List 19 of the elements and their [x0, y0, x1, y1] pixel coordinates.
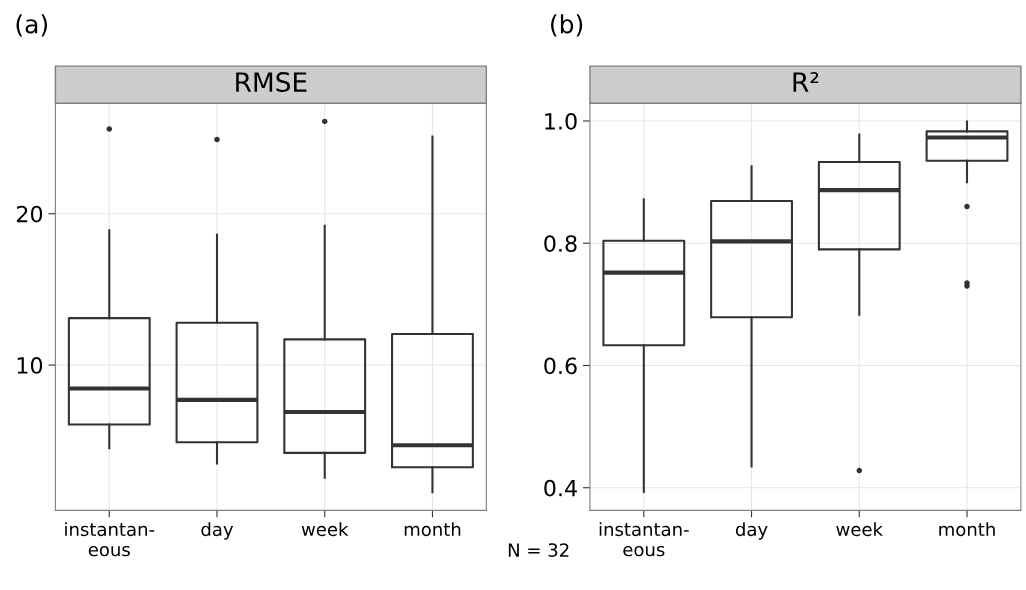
y-tick-label: 10 — [17, 357, 43, 374]
y-tick-label: 0.4 — [544, 479, 577, 497]
chart-subtitle: R² — [793, 72, 819, 92]
x-tick-label: month — [404, 522, 461, 537]
y-tick-label: 20 — [16, 205, 43, 223]
x-tick-label: day — [201, 522, 234, 540]
chart-title: (a) — [16, 14, 48, 37]
x-tick-label: week — [301, 522, 349, 537]
x-tick-label: month — [939, 522, 995, 537]
chart-subtitle: RMSE — [236, 72, 307, 93]
text: N = 32 — [508, 543, 569, 557]
x-tick-label: instantan- eous — [65, 522, 155, 557]
y-tick-label: 0.6 — [544, 357, 577, 375]
y-tick-label: 1.0 — [545, 112, 577, 130]
x-tick-label: day — [735, 522, 768, 540]
chart-title: (b) — [551, 14, 583, 37]
x-tick-label: week — [836, 522, 883, 537]
x-tick-label: instantan- eous — [599, 522, 689, 557]
y-tick-label: 0.8 — [544, 235, 577, 252]
